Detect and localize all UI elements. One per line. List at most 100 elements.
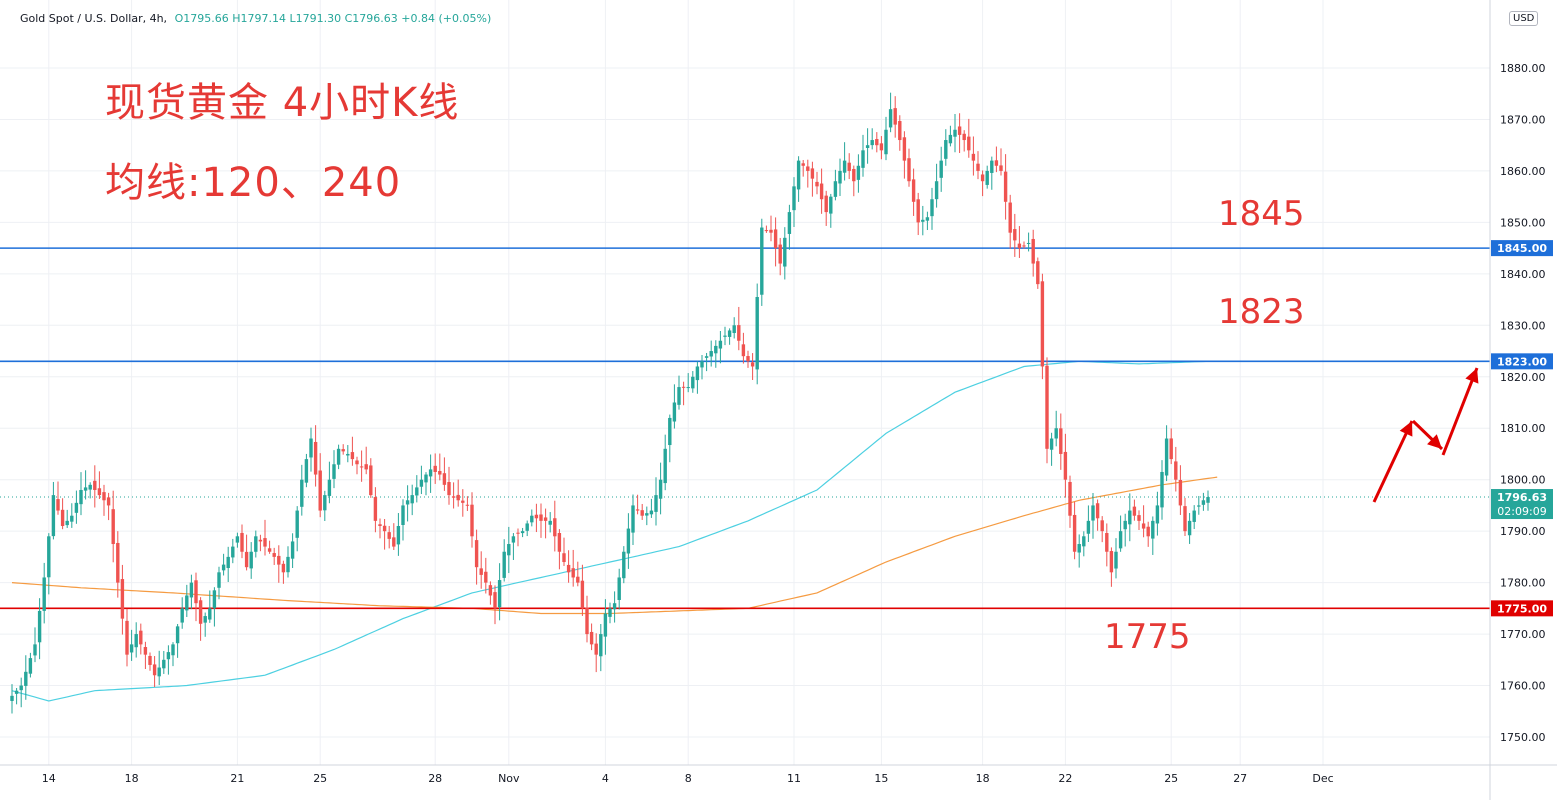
candle-body — [1183, 506, 1187, 532]
candle-body — [42, 577, 46, 611]
candle-body — [746, 356, 750, 362]
candle-body — [902, 137, 907, 161]
candle-body — [888, 109, 893, 128]
candle-body — [1100, 520, 1104, 532]
candle-body — [962, 133, 966, 141]
candle-body — [111, 509, 115, 545]
legend-high: H1797.14 — [232, 12, 286, 25]
candle-body — [911, 179, 916, 202]
candle-body — [640, 510, 644, 516]
candle-body — [295, 510, 299, 538]
candle-body — [258, 539, 263, 542]
candle-body — [88, 484, 92, 490]
candle-body — [787, 212, 792, 234]
candle-body — [1155, 505, 1160, 524]
candle-body — [323, 495, 327, 511]
legend-change: +0.84 (+0.05%) — [401, 12, 492, 25]
chart-annotation-title: 现货黄金 4小时K线 — [105, 80, 460, 126]
candle-body — [1192, 510, 1196, 522]
candle-body — [861, 150, 865, 168]
candle-body — [37, 610, 42, 643]
candle-body — [148, 655, 152, 665]
candle-body — [778, 244, 782, 264]
candle-body — [934, 181, 939, 200]
candle-body — [764, 230, 769, 232]
symbol-title[interactable]: Gold Spot / U.S. Dollar, 4h, — [20, 12, 168, 25]
level-price-tag — [1491, 353, 1553, 370]
candle-body — [424, 474, 428, 483]
candle-body — [1054, 428, 1058, 439]
time-tick-label: 18 — [125, 772, 139, 785]
candle-body — [143, 647, 148, 655]
candle-body — [1174, 461, 1178, 480]
candle-body — [994, 160, 999, 166]
candle-body — [792, 186, 796, 211]
candle-body — [824, 195, 828, 213]
candle-body — [309, 438, 313, 458]
candle-body — [617, 577, 621, 600]
candle-body — [727, 330, 732, 337]
candle-body — [267, 548, 272, 552]
candle-body — [332, 464, 336, 479]
candle-body — [589, 631, 594, 645]
candle-body — [1003, 171, 1008, 202]
candle-body — [819, 183, 824, 200]
candle-body — [622, 551, 626, 579]
candle-body — [985, 170, 989, 185]
candle-body — [327, 479, 332, 496]
currency-button[interactable]: USD — [1509, 11, 1539, 26]
ma120-line — [11, 360, 1209, 702]
candle-body — [484, 571, 488, 583]
candle-body — [1146, 526, 1150, 537]
candle-body — [1068, 481, 1072, 516]
candle-body — [281, 563, 286, 573]
candle-body — [631, 505, 635, 533]
forecast-arrow-up-1 — [1372, 420, 1414, 503]
candle-body — [847, 162, 851, 171]
candle-body — [272, 553, 276, 557]
price-tick-label: 1870.00 — [1500, 113, 1546, 126]
candle-body — [194, 580, 198, 604]
candle-body — [599, 634, 603, 657]
level-price-tag-label: 1823.00 — [1497, 355, 1547, 368]
candle-body — [557, 532, 562, 552]
time-tick-label: 4 — [602, 772, 609, 785]
candle-body — [106, 497, 111, 506]
candle-body — [28, 658, 33, 674]
candle-body — [507, 544, 511, 556]
candle-body — [240, 532, 244, 552]
candle-body — [70, 515, 74, 522]
candle-body — [47, 536, 51, 578]
candle-body — [1045, 365, 1049, 449]
time-tick-label: 21 — [230, 772, 244, 785]
candle-body — [1022, 245, 1026, 247]
candle-body — [672, 402, 677, 422]
candle-body — [939, 160, 943, 178]
candle-body — [1072, 514, 1077, 552]
candle-body — [796, 160, 801, 190]
level-price-tag-label: 1845.00 — [1497, 242, 1547, 255]
candle-body — [562, 553, 566, 563]
time-tick-label: Dec — [1312, 772, 1333, 785]
candle-body — [718, 340, 723, 349]
candle-body — [318, 470, 322, 511]
candle-body — [125, 620, 129, 655]
candle-body — [341, 449, 345, 452]
candle-body — [474, 540, 479, 568]
candle-body — [530, 515, 534, 523]
candle-body — [479, 568, 483, 575]
candle-body — [603, 613, 608, 637]
candle-body — [175, 626, 180, 644]
candle-body — [612, 603, 617, 610]
candle-body — [304, 459, 309, 483]
candle-body — [810, 168, 815, 179]
candle-body — [980, 174, 985, 182]
candle-body — [1197, 505, 1201, 507]
candle-body — [405, 500, 410, 505]
candle-body — [1178, 479, 1183, 506]
time-tick-label: 27 — [1233, 772, 1247, 785]
candle-body — [465, 504, 470, 506]
